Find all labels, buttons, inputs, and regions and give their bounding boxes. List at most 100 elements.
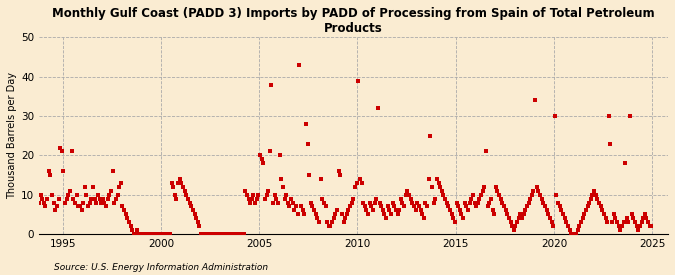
- Point: [212, 232, 223, 236]
- Point: [468, 192, 479, 197]
- Point: [472, 200, 483, 205]
- Point: [482, 204, 493, 209]
- Point: [500, 208, 511, 213]
- Point: [579, 212, 590, 216]
- Point: [292, 212, 303, 216]
- Point: [157, 232, 167, 236]
- Point: [234, 232, 244, 236]
- Point: [289, 208, 300, 213]
- Point: [358, 200, 369, 205]
- Point: [477, 189, 488, 193]
- Point: [286, 196, 296, 201]
- Point: [120, 212, 131, 216]
- Point: [504, 216, 514, 221]
- Point: [63, 192, 74, 197]
- Point: [256, 157, 267, 161]
- Point: [32, 208, 43, 213]
- Point: [314, 220, 325, 224]
- Point: [59, 200, 70, 205]
- Point: [333, 169, 344, 173]
- Point: [103, 196, 113, 201]
- Point: [402, 189, 413, 193]
- Point: [639, 212, 650, 216]
- Point: [570, 232, 581, 236]
- Point: [104, 192, 115, 197]
- Point: [192, 220, 203, 224]
- Point: [294, 63, 304, 67]
- Point: [45, 173, 56, 177]
- Point: [28, 204, 39, 209]
- Point: [487, 208, 498, 213]
- Point: [232, 232, 242, 236]
- Point: [515, 212, 526, 216]
- Point: [470, 204, 481, 209]
- Point: [319, 200, 329, 205]
- Point: [26, 208, 36, 213]
- Point: [593, 200, 604, 205]
- Point: [391, 208, 402, 213]
- Point: [415, 208, 426, 213]
- Point: [284, 204, 295, 209]
- Point: [541, 208, 552, 213]
- Point: [199, 232, 210, 236]
- Point: [448, 216, 458, 221]
- Point: [377, 208, 388, 213]
- Point: [134, 232, 144, 236]
- Point: [146, 232, 157, 236]
- Point: [631, 224, 642, 228]
- Point: [322, 220, 333, 224]
- Point: [404, 192, 414, 197]
- Point: [612, 220, 622, 224]
- Point: [484, 200, 495, 205]
- Point: [382, 204, 393, 209]
- Point: [399, 204, 410, 209]
- Point: [128, 232, 139, 236]
- Point: [630, 220, 641, 224]
- Point: [81, 192, 92, 197]
- Point: [407, 200, 418, 205]
- Point: [508, 228, 519, 232]
- Point: [476, 192, 487, 197]
- Y-axis label: Thousand Barrels per Day: Thousand Barrels per Day: [7, 72, 17, 199]
- Point: [438, 192, 449, 197]
- Point: [502, 212, 513, 216]
- Point: [22, 196, 33, 201]
- Point: [459, 200, 470, 205]
- Point: [535, 192, 545, 197]
- Point: [325, 224, 336, 228]
- Point: [40, 204, 51, 209]
- Point: [111, 196, 122, 201]
- Point: [127, 228, 138, 232]
- Point: [126, 224, 136, 228]
- Point: [405, 196, 416, 201]
- Point: [553, 200, 564, 205]
- Point: [240, 189, 250, 193]
- Point: [389, 204, 400, 209]
- Point: [65, 189, 76, 193]
- Point: [591, 192, 601, 197]
- Point: [235, 232, 246, 236]
- Point: [107, 169, 118, 173]
- Point: [574, 224, 585, 228]
- Point: [507, 224, 518, 228]
- Point: [130, 232, 141, 236]
- Point: [189, 212, 200, 216]
- Point: [340, 216, 350, 221]
- Point: [462, 208, 473, 213]
- Point: [646, 224, 657, 228]
- Point: [568, 232, 578, 236]
- Point: [348, 196, 358, 201]
- Point: [163, 232, 173, 236]
- Point: [150, 232, 161, 236]
- Point: [279, 196, 290, 201]
- Point: [518, 212, 529, 216]
- Point: [330, 212, 341, 216]
- Point: [86, 196, 97, 201]
- Point: [299, 212, 310, 216]
- Point: [143, 232, 154, 236]
- Point: [138, 232, 149, 236]
- Point: [381, 216, 392, 221]
- Point: [454, 208, 465, 213]
- Point: [82, 204, 93, 209]
- Point: [132, 228, 142, 232]
